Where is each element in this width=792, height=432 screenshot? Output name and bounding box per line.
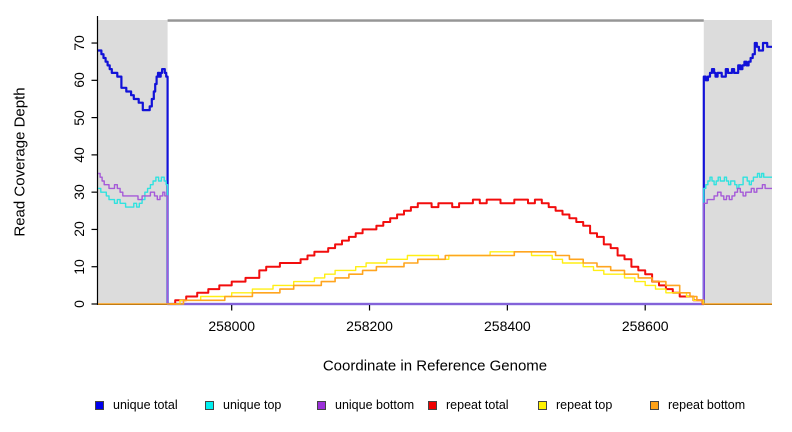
legend-swatch-icon	[428, 400, 437, 410]
legend-item-repeat-bottom: repeat bottom	[650, 398, 745, 412]
y-tick-label: 10	[71, 258, 87, 275]
x-tick-label: 258400	[484, 318, 531, 334]
y-tick-label: 30	[71, 184, 87, 200]
legend-swatch-icon	[205, 400, 214, 410]
legend-label: unique bottom	[335, 398, 415, 412]
repeat-span-bar	[167, 20, 704, 22]
legend-item-unique-total: unique total	[95, 398, 178, 412]
x-tick-label: 258600	[621, 318, 669, 334]
legend-label: repeat bottom	[668, 398, 746, 412]
legend-label: unique top	[223, 398, 282, 412]
y-axis-title: Read Coverage Depth	[11, 87, 29, 237]
legend-label: repeat top	[556, 398, 613, 412]
series-unique-top	[98, 172, 772, 305]
legend-swatch-icon	[650, 400, 659, 410]
masked-region-right	[703, 20, 772, 304]
y-tick-label: 0	[71, 300, 87, 308]
legend-swatch-icon	[95, 400, 104, 410]
legend-item-repeat-total: repeat total	[428, 398, 509, 412]
legend-label: unique total	[113, 398, 178, 412]
series-repeat-bottom	[98, 251, 772, 305]
legend-label: repeat total	[446, 398, 509, 412]
series-unique-bottom	[98, 172, 772, 305]
legend-item-unique-top: unique top	[205, 398, 281, 412]
x-tick-label: 258200	[346, 318, 393, 334]
legend-swatch-icon	[538, 400, 547, 410]
series-unique-total	[98, 41, 772, 306]
y-tick-label: 20	[71, 221, 87, 238]
repeat-span-bar-highlight	[167, 19, 704, 21]
x-tick-label: 258000	[208, 318, 256, 334]
series-repeat-top	[169, 251, 705, 305]
x-axis-title: Coordinate in Reference Genome	[322, 357, 548, 375]
legend-item-repeat-top: repeat top	[538, 398, 612, 412]
series-repeat-total	[169, 198, 704, 305]
y-tick-label: 70	[71, 35, 87, 51]
y-tick-label: 60	[71, 72, 87, 89]
y-tick-label: 40	[71, 147, 87, 163]
legend-item-unique-bottom: unique bottom	[317, 398, 414, 412]
y-tick-label: 50	[71, 109, 87, 126]
legend-swatch-icon	[317, 400, 326, 410]
